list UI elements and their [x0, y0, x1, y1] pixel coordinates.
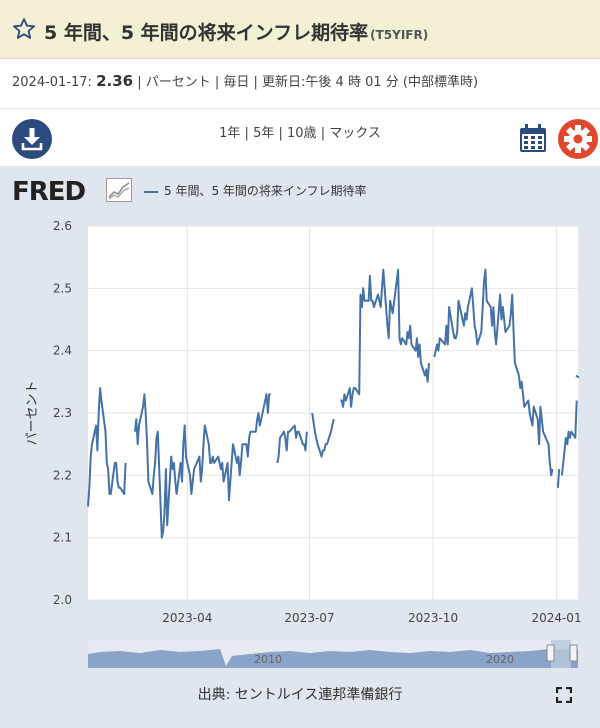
download-icon	[21, 128, 43, 151]
series-line	[311, 412, 335, 458]
y-tick-label: 2.0	[53, 593, 72, 607]
source-note: 出典: セントルイス連邦準備銀行	[197, 687, 403, 703]
logo-chart-icon	[106, 178, 132, 202]
range-10y[interactable]: 10歳	[287, 126, 317, 141]
series-line	[87, 387, 127, 507]
series-line	[433, 268, 554, 477]
series-line	[560, 400, 578, 476]
series-id: (T5YIFR)	[370, 28, 429, 42]
chart-toolbar: 1年 | 5年 | 10歳 | マックス	[0, 108, 600, 165]
y-tick-label: 2.6	[53, 219, 72, 233]
navigator-label-2010: 2010	[254, 653, 282, 666]
navigator-handle-left[interactable]	[546, 644, 555, 662]
page-title: 5 年間、5 年間の将来インフレ期待率 (T5YIFR)	[44, 18, 428, 45]
y-tick-label: 2.4	[53, 344, 72, 358]
y-tick-label: 2.5	[53, 281, 72, 295]
download-button[interactable]	[12, 119, 52, 159]
star-icon[interactable]	[12, 17, 36, 41]
navigator-label-2020: 2020	[486, 653, 514, 666]
series-title: 5 年間、5 年間の将来インフレ期待率	[44, 22, 369, 44]
navigator-area	[88, 649, 578, 668]
y-tick-label: 2.2	[53, 468, 72, 482]
x-tick-label: 2023-10	[408, 611, 458, 625]
settings-button[interactable]	[558, 119, 598, 159]
x-tick-label: 2024-01	[531, 611, 581, 625]
series-line	[340, 268, 430, 408]
chart-legend: 5 年間、5 年間の将来インフレ期待率	[144, 182, 367, 199]
fullscreen-icon[interactable]	[556, 687, 572, 703]
range-1y[interactable]: 1年	[219, 126, 241, 141]
observation-meta: 2024-01-17: 2.36 | パーセント | 毎日 | 更新日:午後 4…	[12, 71, 478, 90]
series-line	[134, 393, 271, 539]
y-axis-ticks: 2.0 2.1 2.2 2.3 2.4 2.5 2.6	[53, 219, 72, 607]
chart-plot[interactable]: 2.02.12.22.32.42.52.6 2023-04 2023-07 2023…	[0, 166, 600, 728]
date-range-selector: 1年 | 5年 | 10歳 | マックス	[219, 126, 381, 141]
y-tick-label: 2.3	[53, 406, 72, 420]
series-lines	[87, 268, 580, 539]
y-axis-label: パーセント	[25, 380, 40, 445]
x-tick-label: 2023-07	[284, 611, 334, 625]
range-max[interactable]: マックス	[329, 126, 381, 141]
title-bar: 5 年間、5 年間の将来インフレ期待率 (T5YIFR)	[0, 0, 600, 59]
x-tick-label: 2023-04	[162, 611, 212, 625]
series-line	[276, 424, 308, 464]
legend-swatch	[144, 190, 158, 193]
x-axis-ticks: 2023-04 2023-07 2023-10 2024-01	[162, 611, 581, 625]
legend-label: 5 年間、5 年間の将来インフレ期待率	[164, 184, 367, 198]
series-line	[575, 374, 580, 379]
observation-value: 2.36	[96, 72, 134, 90]
navigator-handle-right[interactable]	[569, 644, 578, 662]
observation-details: | パーセント | 毎日 | 更新日:午後 4 時 01 分 (中部標準時)	[133, 75, 479, 90]
range-5y[interactable]: 5年	[253, 126, 275, 141]
y-tick-label: 2.1	[53, 531, 72, 545]
navigator-window[interactable]	[551, 640, 571, 668]
chart-container: FRED 5 年間、5 年間の将来インフレ期待率 2.0 2.1 2.2 2.3 2.4…	[0, 166, 600, 728]
gear-icon	[564, 125, 592, 153]
calendar-icon[interactable]	[519, 123, 547, 153]
series-line	[556, 469, 561, 488]
observation-date: 2024-01-17:	[12, 75, 92, 90]
fred-logo: FRED	[12, 177, 86, 207]
navigator[interactable]: 2010 2020	[88, 640, 578, 668]
